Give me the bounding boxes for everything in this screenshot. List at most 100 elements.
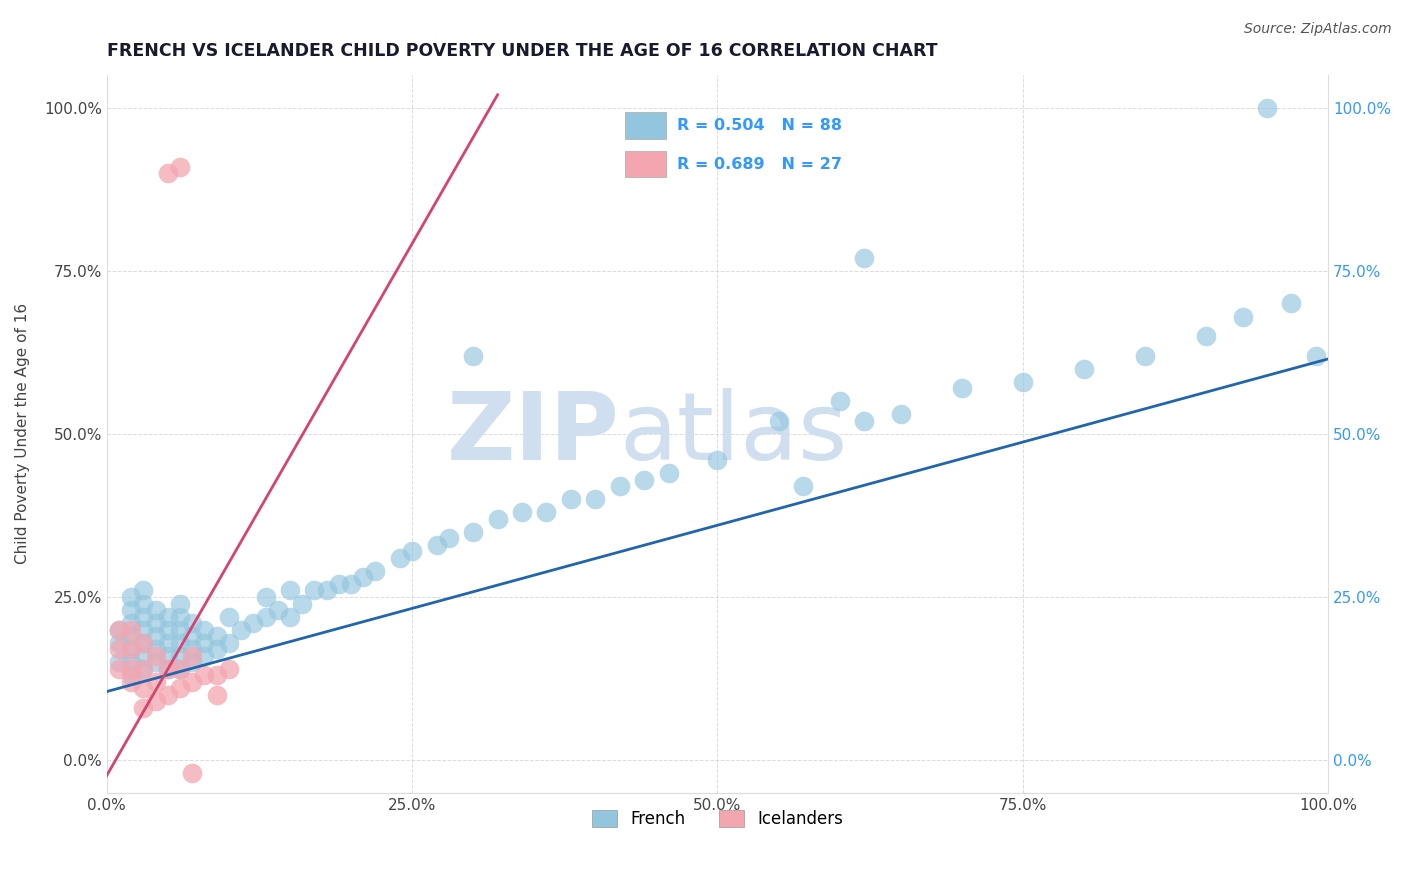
- Point: [108, 623, 131, 637]
- Point: [181, 629, 204, 643]
- Point: [242, 616, 264, 631]
- Y-axis label: Child Poverty Under the Age of 16: Child Poverty Under the Age of 16: [15, 303, 30, 565]
- Text: ZIP: ZIP: [447, 388, 620, 480]
- Point: [193, 648, 215, 663]
- Point: [132, 635, 155, 649]
- Point: [120, 642, 142, 657]
- Point: [108, 642, 131, 657]
- Point: [108, 655, 131, 669]
- Point: [388, 550, 411, 565]
- Point: [108, 662, 131, 676]
- Text: Source: ZipAtlas.com: Source: ZipAtlas.com: [1244, 22, 1392, 37]
- Point: [132, 635, 155, 649]
- Point: [156, 635, 179, 649]
- Point: [169, 609, 191, 624]
- Point: [890, 408, 912, 422]
- Point: [1073, 361, 1095, 376]
- Legend: French, Icelanders: French, Icelanders: [585, 803, 849, 835]
- Text: FRENCH VS ICELANDER CHILD POVERTY UNDER THE AGE OF 16 CORRELATION CHART: FRENCH VS ICELANDER CHILD POVERTY UNDER …: [107, 42, 938, 60]
- Point: [181, 616, 204, 631]
- Point: [169, 160, 191, 174]
- Point: [278, 609, 301, 624]
- Point: [156, 609, 179, 624]
- Point: [181, 642, 204, 657]
- Point: [108, 623, 131, 637]
- Point: [132, 597, 155, 611]
- Text: atlas: atlas: [620, 388, 848, 480]
- Point: [340, 577, 363, 591]
- Point: [120, 642, 142, 657]
- Point: [768, 414, 790, 428]
- Point: [145, 655, 167, 669]
- Point: [328, 577, 350, 591]
- Point: [1305, 349, 1327, 363]
- Point: [205, 642, 228, 657]
- Point: [583, 492, 606, 507]
- Point: [853, 414, 876, 428]
- Point: [120, 590, 142, 604]
- Point: [145, 629, 167, 643]
- Point: [352, 570, 374, 584]
- Point: [1256, 101, 1278, 115]
- Point: [658, 466, 681, 480]
- Point: [181, 655, 204, 669]
- Point: [792, 479, 814, 493]
- Point: [120, 616, 142, 631]
- Point: [132, 583, 155, 598]
- Point: [609, 479, 631, 493]
- Point: [254, 609, 277, 624]
- Point: [536, 505, 558, 519]
- Point: [486, 512, 509, 526]
- Point: [267, 603, 290, 617]
- Point: [950, 381, 973, 395]
- Point: [633, 473, 655, 487]
- Point: [156, 662, 179, 676]
- Point: [120, 623, 142, 637]
- Point: [560, 492, 582, 507]
- Point: [193, 668, 215, 682]
- Point: [169, 662, 191, 676]
- Point: [218, 609, 240, 624]
- Point: [132, 662, 155, 676]
- Point: [1281, 296, 1303, 310]
- Point: [169, 597, 191, 611]
- Point: [169, 681, 191, 696]
- Point: [364, 564, 387, 578]
- Point: [278, 583, 301, 598]
- Point: [181, 674, 204, 689]
- Point: [205, 688, 228, 702]
- Point: [156, 648, 179, 663]
- Point: [218, 662, 240, 676]
- Point: [132, 681, 155, 696]
- Point: [401, 544, 423, 558]
- Point: [1195, 329, 1218, 343]
- Point: [132, 609, 155, 624]
- Point: [145, 694, 167, 708]
- Point: [120, 668, 142, 682]
- Point: [120, 662, 142, 676]
- Point: [1011, 375, 1033, 389]
- Point: [463, 349, 485, 363]
- Point: [156, 662, 179, 676]
- Point: [205, 629, 228, 643]
- Point: [510, 505, 533, 519]
- Point: [108, 635, 131, 649]
- Point: [181, 766, 204, 780]
- Point: [229, 623, 252, 637]
- Point: [169, 623, 191, 637]
- Point: [145, 603, 167, 617]
- Point: [1133, 349, 1156, 363]
- Point: [706, 453, 728, 467]
- Point: [132, 701, 155, 715]
- Point: [156, 623, 179, 637]
- Point: [156, 688, 179, 702]
- Point: [218, 635, 240, 649]
- Point: [132, 648, 155, 663]
- Point: [132, 623, 155, 637]
- Point: [145, 674, 167, 689]
- Point: [853, 251, 876, 265]
- Point: [463, 524, 485, 539]
- Point: [132, 662, 155, 676]
- Point: [828, 394, 851, 409]
- Point: [169, 648, 191, 663]
